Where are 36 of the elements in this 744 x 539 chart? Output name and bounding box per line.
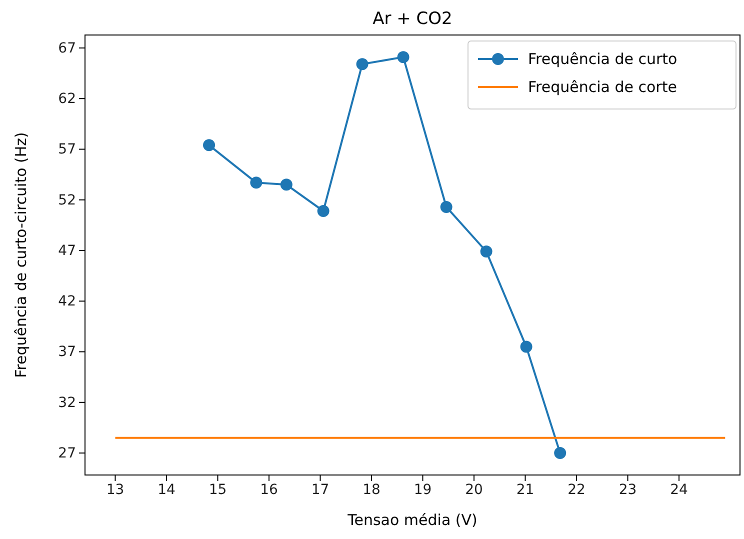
x-tick-label: 22 <box>568 482 586 498</box>
legend-label: Frequência de curto <box>528 50 678 68</box>
x-axis-title: Tensao média (V) <box>346 511 478 529</box>
point <box>250 176 262 189</box>
point <box>554 447 566 460</box>
point <box>203 139 216 152</box>
y-axis-title: Frequência de curto-circuito (Hz) <box>12 132 30 378</box>
x-tick-label: 15 <box>208 482 227 498</box>
y-tick-label: 47 <box>58 242 76 259</box>
x-tick-label: 14 <box>158 482 176 498</box>
point <box>356 58 368 70</box>
point <box>317 205 330 217</box>
y-tick-label: 67 <box>58 40 76 56</box>
y-tick-label: 37 <box>58 344 76 360</box>
x-tick-label: 19 <box>414 482 432 498</box>
x-tick-label: 16 <box>260 482 278 498</box>
y-tick-label: 57 <box>58 142 76 158</box>
y-tick-label: 42 <box>58 294 76 310</box>
point <box>397 51 410 64</box>
chart-title: Ar + CO2 <box>372 9 452 29</box>
x-tick-label: 23 <box>618 482 637 498</box>
legend-label: Frequência de corte <box>528 78 677 96</box>
x-tick-label: 17 <box>311 482 330 498</box>
point <box>480 246 492 258</box>
point <box>440 200 452 213</box>
point <box>520 340 532 353</box>
y-tick-label: 27 <box>58 446 76 462</box>
point <box>280 178 292 191</box>
y-tick-label: 52 <box>58 192 76 208</box>
x-tick-label: 18 <box>362 482 380 498</box>
x-tick-label: 24 <box>670 482 688 498</box>
y-tick-label: 32 <box>58 394 76 411</box>
y-tick-label: 62 <box>58 91 76 108</box>
x-tick-label: 13 <box>106 482 124 498</box>
x-tick-label: 20 <box>465 482 483 498</box>
x-tick-label: 21 <box>516 482 534 498</box>
